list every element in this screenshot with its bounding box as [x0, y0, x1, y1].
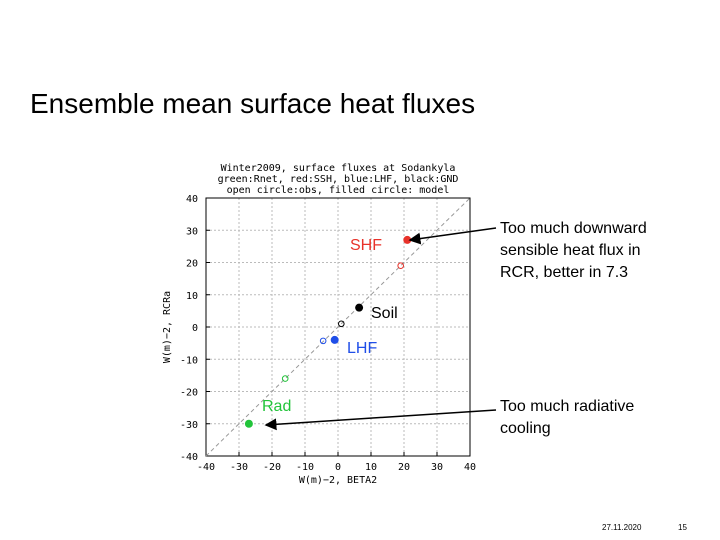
point-label: SHF	[350, 237, 382, 254]
point	[403, 235, 412, 244]
y-tick-label: 0	[192, 323, 198, 334]
y-tick-label: 30	[186, 226, 198, 237]
arrow	[264, 409, 497, 431]
y-tick-label: -40	[180, 452, 198, 463]
x-tick-label: 10	[365, 462, 377, 473]
callout-text: Too much radiative	[500, 398, 634, 415]
one-to-one-line	[205, 197, 471, 457]
x-tick-label: 40	[464, 462, 476, 473]
point	[397, 262, 405, 270]
y-tick-label: 10	[186, 291, 198, 302]
point	[319, 337, 327, 345]
chart-title: green:Rnet, red:SSH, blue:LHF, black:GND	[218, 174, 459, 185]
y-tick-label: 20	[186, 259, 198, 270]
point-label: LHF	[347, 340, 377, 357]
y-tick-label: 40	[186, 194, 198, 205]
point	[244, 419, 253, 428]
x-tick-label: -30	[230, 462, 248, 473]
date: 27.11.2020	[602, 523, 642, 532]
x-tick-label: -40	[197, 462, 215, 473]
x-tick-label: 20	[398, 462, 410, 473]
point-label: Rad	[262, 398, 291, 415]
page-number: 15	[678, 523, 687, 532]
point-label: Soil	[371, 305, 398, 322]
slide-title: Ensemble mean surface heat fluxes	[30, 88, 475, 119]
x-tick-label: 30	[431, 462, 443, 473]
callout-text: Too much downward	[500, 220, 647, 237]
chart-title: Winter2009, surface fluxes at Sodankyla	[221, 163, 456, 174]
callout-text: sensible heat flux in	[500, 242, 641, 259]
callout-text: cooling	[500, 420, 551, 437]
x-tick-label: -20	[263, 462, 281, 473]
x-axis-label: W(m)−2, BETA2	[299, 475, 377, 486]
point	[338, 320, 345, 328]
point	[281, 375, 289, 382]
arrow	[408, 227, 497, 245]
chart-title: open circle:obs, filled circle: model	[227, 185, 450, 196]
point	[355, 303, 364, 312]
plot-frame	[205, 197, 471, 457]
y-tick-label: -10	[180, 355, 198, 366]
x-tick-label: -10	[296, 462, 314, 473]
y-tick-label: -30	[180, 420, 198, 431]
chart: Winter2009, surface fluxes at Sodankylag…	[162, 163, 476, 486]
y-axis-label: W(m)−2, RCRa	[162, 291, 173, 363]
point	[330, 335, 339, 344]
x-tick-label: 0	[335, 462, 341, 473]
y-tick-label: -20	[180, 388, 198, 399]
callout-text: RCR, better in 7.3	[500, 264, 628, 281]
